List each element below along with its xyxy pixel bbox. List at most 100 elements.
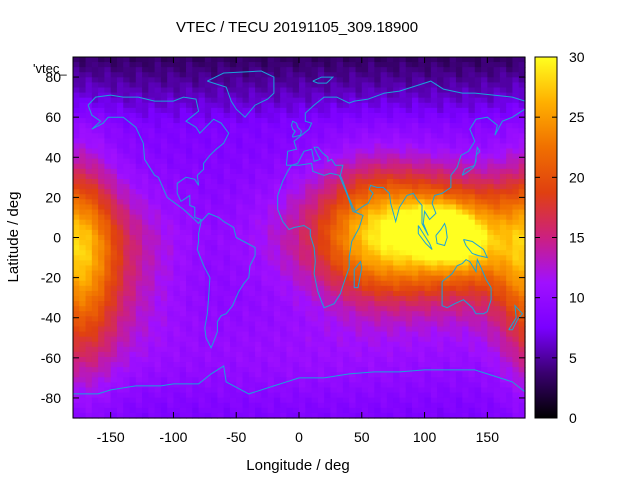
heatmap-cell	[173, 260, 181, 267]
heatmap-cell	[242, 356, 250, 363]
heatmap-cell	[135, 336, 143, 343]
heatmap-cell	[487, 336, 495, 343]
heatmap-cell	[368, 270, 375, 277]
heatmap-cell	[267, 199, 275, 206]
heatmap-cell	[474, 234, 482, 241]
heatmap-cell	[512, 250, 520, 256]
heatmap-cell	[286, 321, 294, 328]
heatmap-cell	[280, 341, 288, 348]
heatmap-cell	[123, 234, 131, 241]
heatmap-cell	[499, 224, 507, 231]
heatmap-cell	[204, 356, 212, 363]
heatmap-cell	[204, 194, 212, 200]
heatmap-cell	[211, 168, 218, 175]
heatmap-cell	[393, 285, 401, 292]
heatmap-cell	[311, 72, 319, 78]
heatmap-cell	[286, 57, 294, 63]
heatmap-cell	[443, 280, 451, 287]
heatmap-cell	[229, 270, 237, 277]
heatmap-cell	[355, 67, 363, 73]
heatmap-cell	[236, 321, 244, 328]
heatmap-cell	[286, 118, 294, 124]
heatmap-cell	[474, 377, 482, 383]
heatmap-cell	[198, 306, 206, 312]
heatmap-cell	[204, 387, 212, 394]
heatmap-cell	[98, 138, 105, 145]
heatmap-cell	[330, 280, 338, 287]
heatmap-cell	[255, 346, 262, 353]
heatmap-cell	[481, 112, 488, 119]
heatmap-cell	[449, 128, 457, 134]
heatmap-cell	[217, 163, 225, 170]
heatmap-cell	[142, 280, 149, 287]
heatmap-cell	[374, 270, 382, 277]
heatmap-cell	[104, 331, 112, 338]
heatmap-cell	[355, 102, 363, 109]
heatmap-cell	[154, 219, 162, 226]
heatmap-cell	[142, 351, 149, 358]
heatmap-cell	[324, 250, 331, 256]
heatmap-cell	[424, 362, 432, 368]
heatmap-cell	[493, 118, 501, 124]
heatmap-cell	[217, 402, 225, 409]
heatmap-cell	[73, 128, 80, 134]
heatmap-cell	[142, 189, 149, 195]
heatmap-cell	[173, 397, 181, 404]
heatmap-cell	[443, 153, 451, 160]
heatmap-cell	[499, 321, 507, 328]
heatmap-cell	[380, 234, 388, 241]
heatmap-cell	[198, 260, 206, 267]
heatmap-cell	[305, 234, 313, 241]
heatmap-cell	[217, 168, 225, 175]
heatmap-cell	[267, 57, 275, 63]
heatmap-cell	[462, 143, 470, 150]
heatmap-cell	[286, 173, 294, 180]
heatmap-cell	[449, 204, 457, 211]
heatmap-cell	[160, 168, 168, 175]
heatmap-cell	[330, 148, 338, 155]
heatmap-cell	[242, 133, 250, 139]
heatmap-cell	[299, 189, 306, 195]
heatmap-cell	[91, 204, 99, 211]
heatmap-cell	[167, 387, 175, 394]
heatmap-cell	[236, 102, 244, 109]
heatmap-cell	[311, 138, 319, 145]
heatmap-cell	[374, 189, 382, 195]
heatmap-cell	[361, 331, 369, 338]
heatmap-cell	[286, 107, 294, 114]
heatmap-cell	[506, 163, 514, 170]
heatmap-cell	[324, 285, 331, 292]
heatmap-cell	[248, 372, 256, 378]
heatmap-cell	[123, 280, 131, 287]
heatmap-cell	[91, 168, 99, 175]
heatmap-cell	[273, 250, 281, 256]
heatmap-cell	[142, 397, 149, 404]
heatmap-cell	[255, 204, 262, 211]
heatmap-cell	[412, 387, 419, 394]
heatmap-cell	[393, 346, 401, 353]
heatmap-cell	[455, 240, 463, 246]
heatmap-cell	[324, 270, 331, 277]
heatmap-cell	[129, 234, 137, 241]
heatmap-cell	[104, 362, 112, 368]
heatmap-cell	[229, 397, 237, 404]
heatmap-cell	[167, 407, 175, 414]
heatmap-cell	[468, 356, 476, 363]
heatmap-cell	[286, 87, 294, 94]
heatmap-cell	[317, 77, 325, 84]
heatmap-cell	[148, 341, 156, 348]
heatmap-cell	[474, 158, 482, 165]
heatmap-cell	[292, 260, 300, 267]
heatmap-cell	[204, 280, 212, 287]
heatmap-cell	[273, 62, 281, 68]
heatmap-cell	[148, 316, 156, 322]
heatmap-cell	[217, 173, 225, 180]
heatmap-cell	[518, 224, 526, 231]
heatmap-cell	[104, 123, 112, 129]
heatmap-cell	[412, 326, 419, 333]
heatmap-cell	[355, 285, 363, 292]
heatmap-cell	[104, 82, 112, 89]
heatmap-cell	[142, 123, 149, 129]
heatmap-cell	[474, 336, 482, 343]
heatmap-cell	[148, 77, 156, 84]
